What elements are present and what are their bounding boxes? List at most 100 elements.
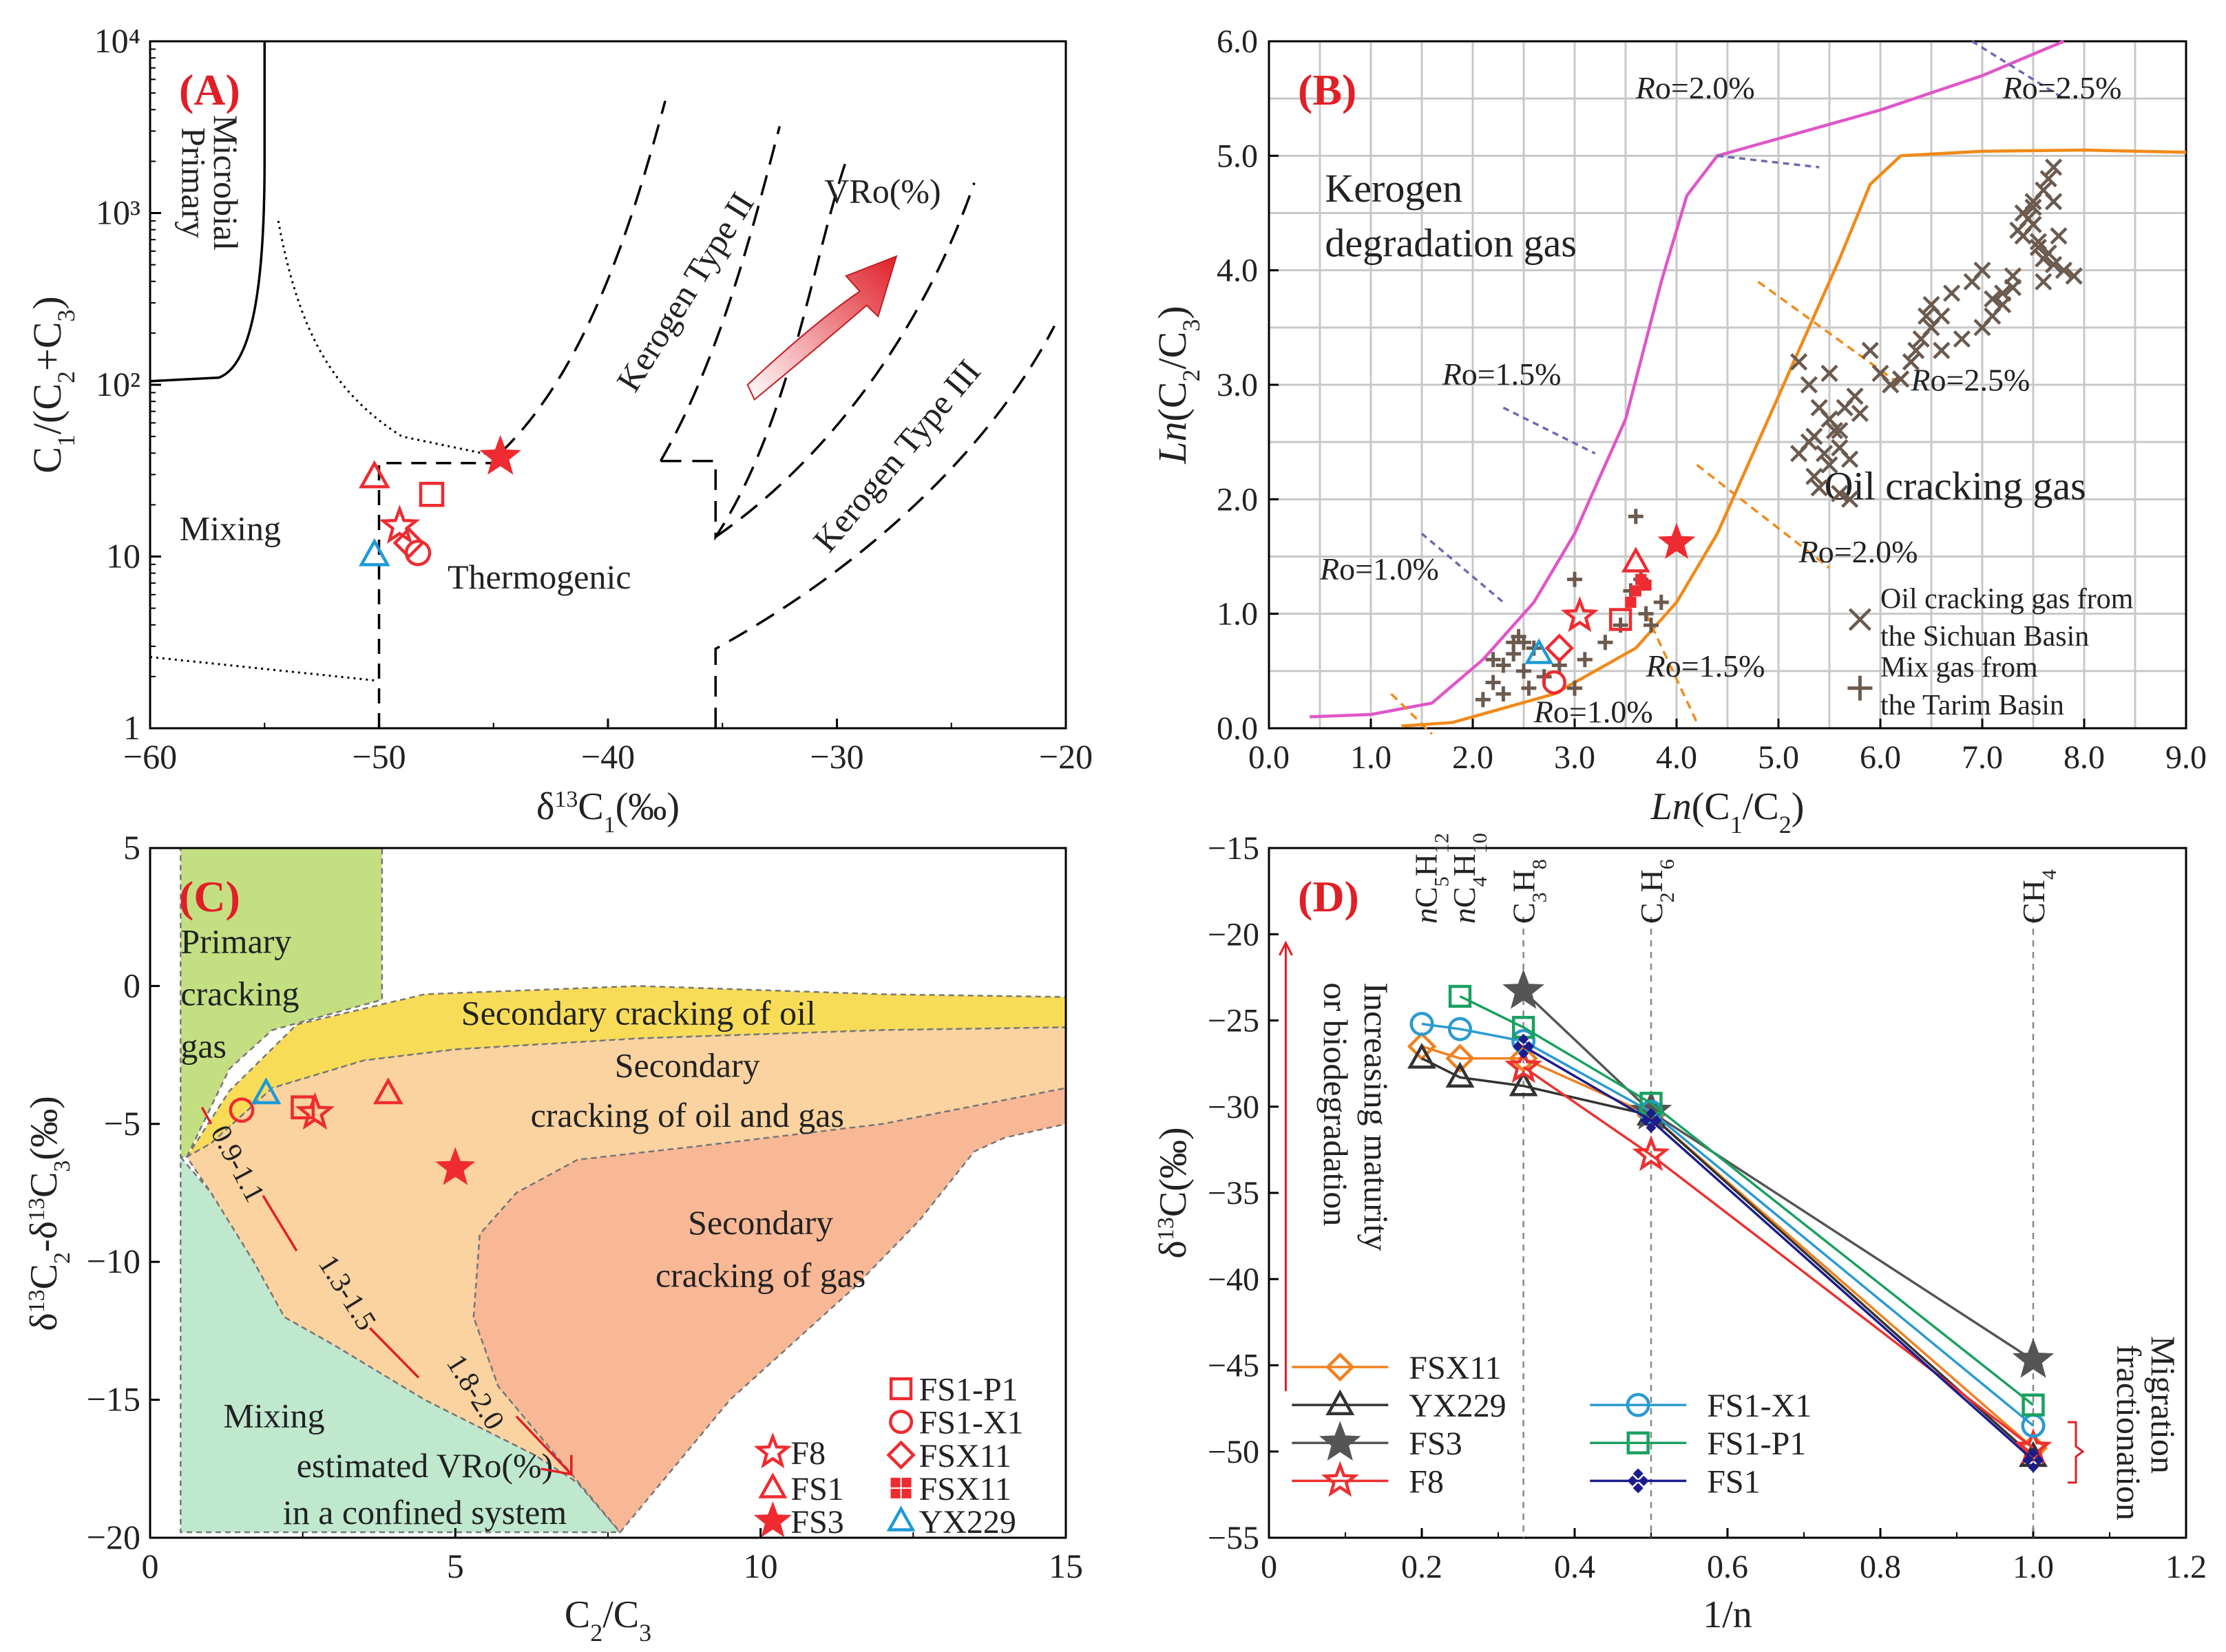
ro-label-oil-2: Ro=1.5% <box>1646 648 1765 684</box>
point-oil-cracking-gas-from-the-sichuan-basin <box>2039 170 2057 188</box>
y-tick-label-c: 0 <box>123 966 140 1004</box>
panel-c: 0 5 10 15 5 0 −5 −10 −15 −20 C2/C3 δ13C2-δ13C3(‰) Pr… <box>23 828 1083 1646</box>
region-mixing <box>180 1154 622 1534</box>
x-tick-label-d: 0 <box>1261 1549 1277 1585</box>
region-label-kerogen-iii: Kerogen Type III <box>806 352 988 560</box>
point-fs1-x1 <box>229 1097 255 1123</box>
legend-marker-d-6-2 <box>1632 1468 1644 1479</box>
point-fsx11-filled- <box>1640 579 1652 591</box>
point-oil-cracking-gas-from-the-sichuan-basin <box>1851 404 1869 423</box>
series-line-f8 <box>1522 1066 2035 1450</box>
series-point-yx229 <box>1407 1042 1436 1069</box>
point-oil-cracking-gas-from-the-sichuan-basin <box>1831 421 1849 440</box>
legend-marker-d-3 <box>1321 1461 1359 1497</box>
series-point-fs3 <box>2012 1338 2055 1378</box>
series-point-fs1-1 <box>1524 1041 1535 1052</box>
kerogen-iii-boundary <box>714 325 1056 728</box>
maturity-arrow <box>1279 940 1293 1392</box>
vro-line-1 <box>262 1195 298 1252</box>
point-fs1-p1 <box>291 1095 315 1120</box>
point-oil-cracking-gas-from-the-sichuan-basin <box>2045 193 2063 211</box>
point-yx229 <box>251 1077 282 1105</box>
x-tick-label-a: −20 <box>1039 737 1093 776</box>
ro-line-kerogen-2 <box>1717 154 1820 169</box>
x-tick-label-a: −60 <box>123 737 177 776</box>
panel-b: 0.0 1.0 2.0 3.0 4.0 5.0 6.0 7.0 8.0 9.0 0.0 1.0 2.0 3… <box>1150 23 2207 838</box>
series-point-fs1-p1 <box>2022 1393 2045 1417</box>
legend-marker-fsx11-filled-0 <box>890 1477 901 1487</box>
y-tick-label-b: 6.0 <box>1217 23 1258 60</box>
region-label-microbial: Microbial <box>207 115 245 251</box>
y-tick-label-d: −30 <box>1208 1089 1259 1125</box>
x-axis-label-b: Ln(C1/C2) <box>1650 785 1805 838</box>
legend-marker-d-6-0 <box>1627 1475 1638 1486</box>
series-point-fs1-x1 <box>1447 1017 1473 1041</box>
y-axis-label-a: C1/(C2+C3) <box>25 296 80 474</box>
point-oil-cracking-gas-from-the-sichuan-basin <box>1790 353 1808 371</box>
legend-label-7: YX229 <box>919 1504 1016 1540</box>
y-tick-label-b: 1.0 <box>1217 596 1258 633</box>
plot-frame-a <box>149 40 1067 730</box>
region-label-mixing: Mixing <box>223 1397 324 1435</box>
ro-label-oil-4: Ro=2.5% <box>1910 362 2030 397</box>
legend-label-0: F8 <box>790 1435 826 1472</box>
ro-label-kerogen-2: Ro=1.5% <box>1442 357 1562 392</box>
ro-label-kerogen-3: Ro=2.0% <box>1635 70 1755 105</box>
point-oil-cracking-gas-from-the-sichuan-basin <box>1841 450 1859 468</box>
legend-marker-3 <box>889 1377 913 1401</box>
ro-line-oil-1 <box>1645 613 1699 723</box>
legend-marker-d-6-3 <box>1632 1483 1644 1494</box>
series-point-fs1-1 <box>2033 1454 2044 1465</box>
vro-line-2 <box>368 1327 420 1379</box>
legend-marker-7 <box>886 1505 916 1532</box>
point-fs1 <box>1621 547 1650 573</box>
legend-marker-1 <box>758 1472 788 1499</box>
vro-label: VRo(%) <box>824 171 941 210</box>
legend-marker-sichuan <box>1848 608 1871 631</box>
point-oil-cracking-gas-from-the-sichuan-basin <box>1973 262 1991 279</box>
x-axis-label-c: C2/C3 <box>565 1593 651 1646</box>
point-oil-cracking-gas-from-the-sichuan-basin <box>1816 445 1834 463</box>
panel-a: −60 −50 −40 −30 −20 1 10 10² 10³ 10⁴ δ13C1(‰) C1/(C… <box>25 21 1093 838</box>
kerogen-curve <box>1310 39 2065 719</box>
series-point-f8 <box>1504 1047 1543 1083</box>
point-yx229 <box>359 538 390 566</box>
region-label-kerogen-2: degradation gas <box>1325 221 1577 266</box>
point-f8 <box>379 505 421 544</box>
series-point-fs1-1 <box>1651 1115 1662 1126</box>
point-fs1 <box>359 460 390 489</box>
y-tick-label-b: 3.0 <box>1217 367 1258 403</box>
point-mix-gas-from-the-tarim-basin <box>1475 692 1491 708</box>
legend-label-2: FS3 <box>790 1504 843 1540</box>
region-secondary-gas <box>472 1087 1067 1534</box>
y-tick-label-d: −15 <box>1208 830 1259 867</box>
point-yx229 <box>1524 638 1554 664</box>
point-oil-cracking-gas-from-the-sichuan-basin <box>2035 273 2052 290</box>
region-label-thermogenic: Thermogenic <box>448 558 631 596</box>
point-oil-cracking-gas-from-the-sichuan-basin <box>1846 388 1864 405</box>
region-label-sec-gas-1: Secondary <box>688 1203 833 1242</box>
series-point-fs1-3 <box>1646 1122 1657 1133</box>
point-oil-cracking-gas-from-the-sichuan-basin <box>2024 198 2042 216</box>
point-mix-gas-from-the-tarim-basin <box>1567 680 1582 696</box>
y-tick-label-c: −20 <box>87 1518 140 1556</box>
point-fsx11 <box>1544 633 1574 663</box>
x-tick-label-b: 8.0 <box>2064 739 2105 776</box>
point-fsx11-filled- <box>1625 596 1637 608</box>
point-fs3 <box>1657 522 1696 560</box>
ro-line-kerogen-0 <box>1420 532 1504 604</box>
primary-microbial-boundary <box>149 41 266 383</box>
x-tick-label-b: 6.0 <box>1860 739 1901 776</box>
point-oil-cracking-gas-from-the-sichuan-basin <box>2009 221 2027 240</box>
y-tick-label-d: −25 <box>1208 1003 1259 1039</box>
panel-label-a: (A) <box>179 65 240 114</box>
point-oil-cracking-gas-from-the-sichuan-basin <box>1841 490 1859 508</box>
region-secondary-oil-gas <box>185 1026 1067 1533</box>
ro-line-oil-0 <box>1390 692 1434 735</box>
compound-label-1: nC4H10 <box>1447 833 1491 924</box>
x-tick-label-c: 0 <box>142 1547 159 1585</box>
legend-label-sichuan-1: Oil cracking gas from <box>1880 583 2134 615</box>
legend-label-4: FS1-X1 <box>919 1405 1024 1441</box>
ro-line-oil-2 <box>1696 464 1831 569</box>
region-label-secondary-oil: Secondary cracking of oil <box>461 994 816 1032</box>
